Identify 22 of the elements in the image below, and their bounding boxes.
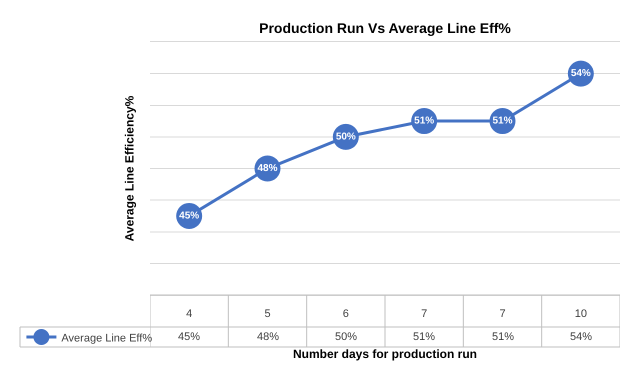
x-axis-title: Number days for production run — [292, 347, 478, 362]
text: 51% — [414, 116, 434, 127]
chart-title: Production Run Vs Average Line Eff% — [259, 20, 512, 36]
text: 45% — [179, 210, 200, 222]
x-tick-label: 6 — [342, 308, 349, 320]
y-axis-title: Average Line Efficiency% — [122, 95, 136, 242]
legend-label: Average Line Eff% — [61, 332, 152, 344]
text: 48% — [257, 163, 278, 174]
x-tick-label: 10 — [574, 308, 587, 320]
data-label: 50% — [335, 331, 358, 343]
x-tick-label: 7 — [421, 308, 428, 320]
data-label: 54% — [570, 331, 592, 343]
x-tick-label: 7 — [499, 308, 506, 320]
data-label: 48% — [257, 331, 280, 343]
text: 51% — [492, 116, 513, 127]
text: 54% — [570, 68, 591, 80]
data-label: 51% — [492, 331, 514, 343]
data-label: 45% — [178, 331, 200, 343]
data-label: 51% — [413, 331, 436, 343]
x-tick-label: 4 — [186, 308, 192, 320]
text: 50% — [336, 131, 356, 142]
x-tick-label: 5 — [264, 308, 271, 320]
